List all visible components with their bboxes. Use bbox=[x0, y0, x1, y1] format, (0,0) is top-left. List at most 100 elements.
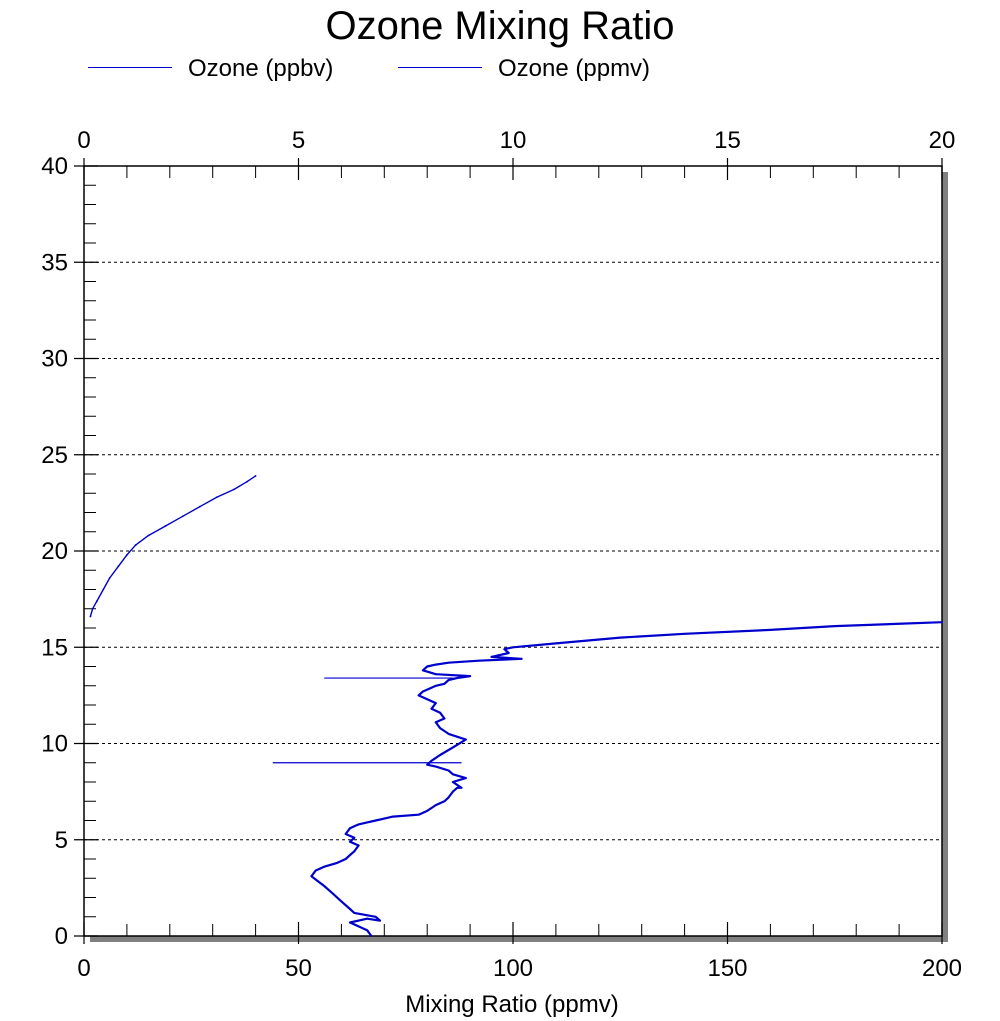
series-point-0 bbox=[443, 800, 446, 803]
series-point-0 bbox=[417, 813, 420, 816]
series-point-0 bbox=[512, 646, 514, 649]
series-point-0 bbox=[331, 892, 334, 895]
series-point-0 bbox=[452, 773, 454, 776]
y-tick-label-15: 15 bbox=[41, 634, 68, 661]
series-point-0 bbox=[769, 629, 772, 631]
series-group-1 bbox=[89, 475, 257, 618]
series-point-1 bbox=[254, 475, 257, 477]
series-point-0 bbox=[503, 648, 506, 651]
x-bottom-tick-label-0: 0 bbox=[77, 955, 90, 982]
series-point-1 bbox=[102, 588, 105, 591]
plot-shadow-bottom bbox=[90, 936, 948, 942]
series-point-0 bbox=[314, 869, 317, 872]
series-point-0 bbox=[357, 925, 360, 928]
series-point-0 bbox=[349, 854, 351, 856]
series-point-1 bbox=[89, 615, 92, 618]
series-point-1 bbox=[96, 600, 98, 602]
series-point-0 bbox=[469, 675, 471, 677]
series-point-1 bbox=[126, 554, 128, 556]
series-point-0 bbox=[456, 677, 459, 679]
legend-swatch-ppmv bbox=[398, 67, 482, 68]
series-point-0 bbox=[310, 875, 313, 878]
series-point-0 bbox=[941, 621, 943, 624]
x-bottom-tick-label-50: 50 bbox=[285, 955, 312, 982]
series-point-0 bbox=[357, 844, 360, 847]
series-point-0 bbox=[370, 935, 373, 937]
series-point-0 bbox=[430, 759, 433, 762]
series-point-0 bbox=[434, 663, 437, 666]
y-tick-label-0: 0 bbox=[55, 923, 68, 950]
series-point-0 bbox=[336, 862, 338, 864]
plot-shadow-right bbox=[942, 172, 948, 942]
series-point-0 bbox=[353, 836, 356, 839]
gridlines bbox=[74, 158, 943, 944]
x-bottom-tick-label-200: 200 bbox=[922, 955, 962, 982]
series-point-0 bbox=[434, 673, 437, 676]
series-point-0 bbox=[452, 790, 454, 793]
series-point-0 bbox=[464, 738, 467, 741]
x-bottom-tick-label-100: 100 bbox=[493, 955, 533, 982]
series-point-0 bbox=[460, 786, 463, 789]
series-point-0 bbox=[426, 763, 429, 766]
series-point-0 bbox=[452, 781, 454, 783]
series-point-0 bbox=[434, 702, 437, 704]
series-point-0 bbox=[443, 717, 446, 720]
chart-title: Ozone Mixing Ratio bbox=[325, 4, 675, 48]
series-point-0 bbox=[439, 727, 441, 729]
series-point-0 bbox=[426, 698, 429, 701]
series-point-1 bbox=[91, 607, 94, 610]
series-point-0 bbox=[683, 632, 686, 635]
legend-swatch-ppbv bbox=[88, 67, 172, 68]
y-tick-label-10: 10 bbox=[41, 731, 68, 758]
series-point-0 bbox=[434, 804, 437, 806]
series-point-1 bbox=[108, 577, 111, 579]
series-point-0 bbox=[422, 690, 424, 693]
series-point-0 bbox=[426, 665, 429, 668]
series-point-0 bbox=[456, 786, 459, 789]
series-point-1 bbox=[147, 534, 150, 537]
series-point-0 bbox=[439, 754, 441, 756]
x-top-tick-label-5: 5 bbox=[292, 127, 305, 154]
series-point-0 bbox=[366, 917, 368, 920]
series-point-0 bbox=[323, 865, 326, 868]
series-point-1 bbox=[164, 525, 167, 527]
x-top-tick-label-0: 0 bbox=[77, 127, 90, 154]
series-point-0 bbox=[477, 659, 480, 662]
series-point-1 bbox=[198, 505, 201, 508]
series-line-1 bbox=[89, 475, 256, 617]
series-point-1 bbox=[246, 480, 248, 483]
series-group bbox=[89, 475, 943, 937]
series-point-0 bbox=[392, 815, 394, 818]
series-point-0 bbox=[520, 657, 523, 660]
series-point-0 bbox=[383, 817, 386, 820]
series-point-0 bbox=[323, 885, 326, 887]
series-point-0 bbox=[447, 796, 450, 799]
legend-item-ppmv: Ozone (ppmv) bbox=[398, 54, 698, 84]
series-point-0 bbox=[430, 707, 433, 710]
series-point-0 bbox=[379, 919, 381, 922]
x-top-tick-label-10: 10 bbox=[500, 127, 527, 154]
series-point-0 bbox=[357, 823, 360, 826]
y-tick-label-5: 5 bbox=[55, 827, 68, 854]
minor-ticks bbox=[84, 166, 900, 936]
series-point-0 bbox=[619, 636, 622, 639]
legend-item-ppbv: Ozone (ppbv) bbox=[88, 54, 378, 84]
x-bottom-tick-label-150: 150 bbox=[707, 955, 747, 982]
series-point-0 bbox=[340, 900, 343, 903]
series-point-0 bbox=[434, 684, 437, 687]
series-group-0 bbox=[310, 621, 943, 937]
series-point-0 bbox=[434, 721, 437, 724]
series-point-0 bbox=[439, 711, 441, 714]
series-point-0 bbox=[344, 858, 347, 860]
series-point-0 bbox=[374, 915, 377, 918]
y-tick-label-35: 35 bbox=[41, 249, 68, 276]
legend-label-ppmv: Ozone (ppmv) bbox=[498, 55, 651, 82]
series-point-0 bbox=[447, 661, 450, 664]
y-tick-label-30: 30 bbox=[41, 346, 68, 373]
series-point-1 bbox=[134, 544, 137, 547]
series-point-0 bbox=[507, 652, 510, 654]
series-point-0 bbox=[366, 821, 368, 824]
tick-labels: 0 5 10 15 20 25 30 35 40 0 50 100 150 200 0 5 10 15 20 bbox=[41, 127, 962, 982]
x-top-tick-label-15: 15 bbox=[714, 127, 741, 154]
series-point-0 bbox=[447, 769, 450, 772]
